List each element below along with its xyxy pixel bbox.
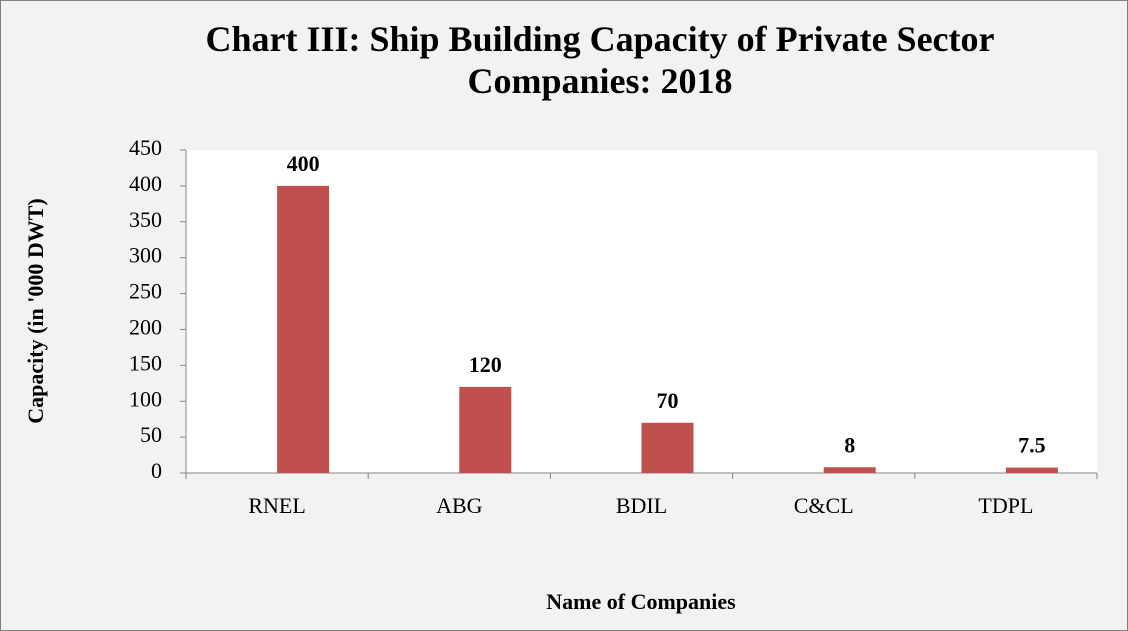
y-tick-label: 400 [129, 171, 162, 196]
x-tick-label: RNEL [248, 493, 305, 518]
bar [823, 467, 876, 473]
y-tick-label: 0 [151, 458, 162, 483]
bar [1005, 467, 1058, 473]
x-tick-label: C&CL [794, 493, 854, 518]
plot-area [186, 150, 1097, 473]
bar [641, 422, 694, 473]
value-label: 120 [469, 352, 502, 377]
bar [277, 185, 330, 473]
y-tick-label: 50 [140, 422, 162, 447]
value-label: 70 [657, 388, 679, 413]
x-tick-label: BDIL [616, 493, 667, 518]
y-tick-label: 150 [129, 350, 162, 375]
x-tick-label: ABG [436, 493, 483, 518]
y-tick-label: 350 [129, 207, 162, 232]
value-label: 8 [844, 432, 855, 457]
y-tick-label: 200 [129, 314, 162, 339]
value-label: 7.5 [1018, 433, 1046, 458]
chart-title: Chart III: Ship Building Capacity of Pri… [205, 19, 995, 101]
y-axis-label: Capacity (in '000 DWT) [23, 198, 48, 424]
x-axis-label: Name of Companies [546, 589, 736, 614]
y-tick-label: 100 [129, 386, 162, 411]
value-label: 400 [287, 151, 320, 176]
y-tick-label: 300 [129, 243, 162, 268]
y-tick-label: 450 [129, 135, 162, 160]
y-tick-label: 250 [129, 279, 162, 304]
x-tick-label: TDPL [978, 493, 1033, 518]
bar [459, 386, 512, 473]
